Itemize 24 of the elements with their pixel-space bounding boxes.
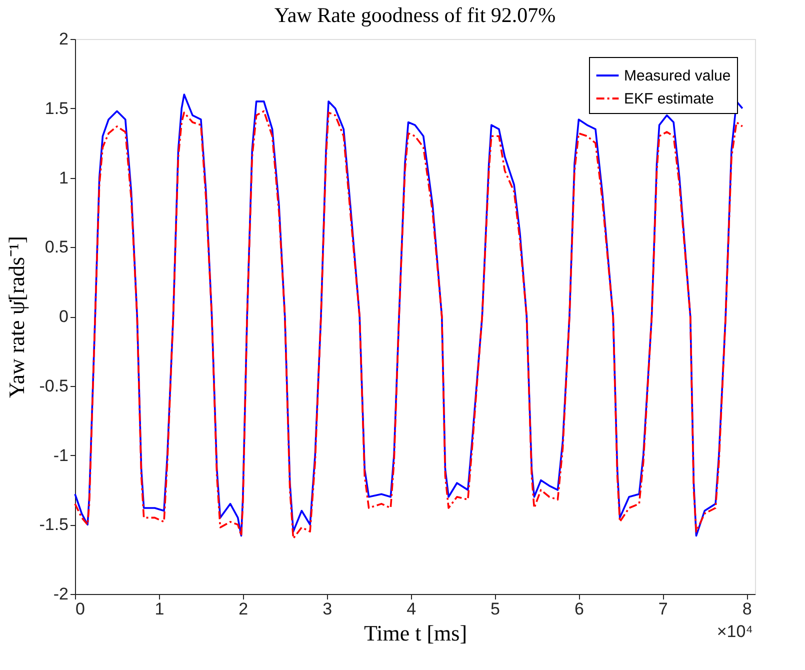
x-tick-label: 6 (574, 600, 584, 618)
x-tick-label: 2 (238, 600, 248, 618)
x-axis-title: Time t [ms] (364, 620, 468, 646)
legend-label: EKF estimate (624, 90, 714, 108)
y-tick-label: 2 (59, 30, 68, 48)
legend-label: Measured value (624, 68, 731, 84)
x-tick-label: 8 (742, 600, 752, 618)
y-tick-label: 0 (59, 307, 68, 326)
y-tick-label: 1 (59, 168, 68, 188)
y-tick-label: -0.5 (39, 376, 68, 396)
y-tick-label: -1 (53, 446, 68, 465)
x-tick-label: 3 (322, 600, 332, 618)
x-tick-label: 1 (154, 600, 164, 618)
y-axis-title: Yaw rate ψ̇[rads⁻¹] (4, 236, 30, 398)
y-tick-label: -1.5 (39, 515, 68, 534)
x-tick-label: 4 (406, 600, 416, 618)
y-tick-label: 0.5 (44, 238, 68, 257)
x-tick-label: 7 (658, 600, 668, 618)
x-tick-label: 0 (76, 600, 85, 618)
text: ×10⁴ (716, 622, 753, 641)
x-tick-label: 5 (490, 600, 500, 618)
y-tick-label: 1.5 (44, 98, 68, 118)
y-tick-label: -2 (53, 584, 68, 604)
chart-title: Yaw Rate goodness of fit 92.07% (274, 3, 556, 27)
